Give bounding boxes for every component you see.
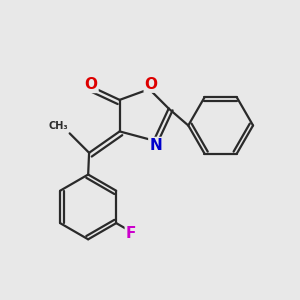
Text: F: F [126, 226, 136, 242]
Text: O: O [85, 77, 98, 92]
Text: CH₃: CH₃ [48, 122, 68, 131]
Text: N: N [149, 138, 162, 153]
Text: O: O [145, 77, 158, 92]
